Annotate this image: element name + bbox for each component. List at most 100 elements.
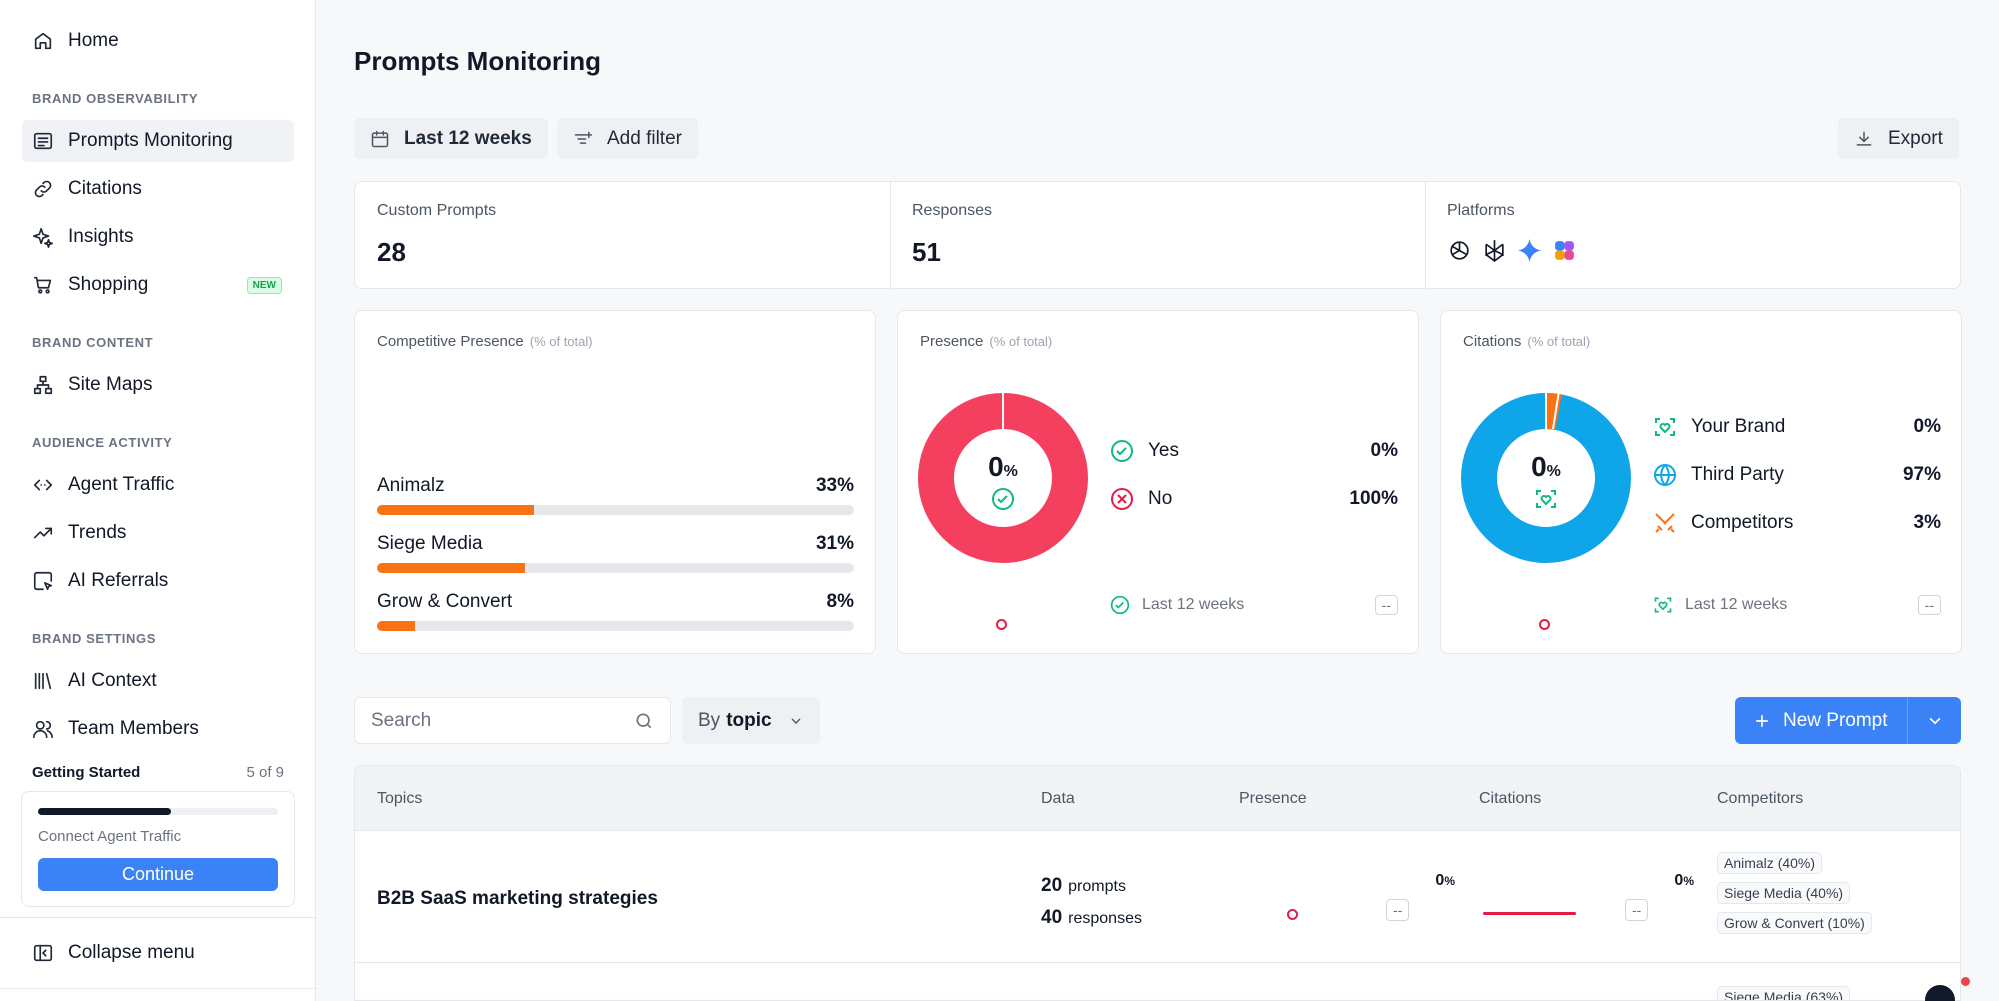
citations-donut-chart: [1461, 393, 1631, 563]
continue-button[interactable]: Continue: [38, 858, 278, 891]
date-filter-label: Last 12 weeks: [404, 127, 532, 149]
trend-dot: [996, 619, 1007, 630]
add-filter-button[interactable]: Add filter: [557, 118, 698, 159]
sidebar-item-label: Home: [68, 30, 119, 51]
legend-label: No: [1148, 488, 1173, 509]
competitor-pct: 33%: [815, 475, 854, 496]
column-header-citations[interactable]: Citations: [1479, 790, 1542, 807]
group-by-value: topic: [726, 709, 772, 731]
collapse-menu-button[interactable]: Collapse menu: [22, 932, 294, 974]
panel-subtitle: (% of total): [529, 334, 593, 349]
responses-count: 40: [1041, 907, 1063, 928]
presence-donut-chart: [918, 393, 1088, 563]
sidebar-item-trends[interactable]: Trends: [22, 512, 294, 554]
search-icon[interactable]: [634, 711, 654, 731]
column-header-presence[interactable]: Presence: [1239, 790, 1307, 807]
users-icon: [32, 718, 54, 740]
swords-icon: [1655, 513, 1675, 533]
sidebar: Home BRAND OBSERVABILITY Prompts Monitor…: [0, 0, 316, 1001]
link-icon: [32, 178, 54, 200]
panel-subtitle: (% of total): [989, 334, 1053, 349]
sidebar-item-insights[interactable]: Insights: [22, 216, 294, 258]
chevron-down-icon: [791, 718, 801, 724]
sidebar-item-agent-traffic[interactable]: Agent Traffic: [22, 464, 294, 506]
prompts-label: prompts: [1068, 878, 1126, 895]
sidebar-item-prompts-monitoring[interactable]: Prompts Monitoring: [22, 120, 294, 162]
stat-platforms: Platforms: [1425, 182, 1960, 290]
export-label: Export: [1888, 127, 1943, 149]
donut-unit: %: [1003, 463, 1018, 480]
x-circle-icon: [1111, 488, 1133, 510]
competitor-name: Grow & Convert: [377, 591, 513, 612]
platform-icons: [1447, 238, 1577, 263]
panel-title-text: Competitive Presence: [377, 333, 524, 350]
trend-dot: [1539, 619, 1550, 630]
competitor-row: Siege Media 31%: [377, 533, 854, 573]
getting-started-title: Getting Started: [32, 764, 141, 781]
help-widget-button[interactable]: [1925, 985, 1955, 1001]
openai-icon: [1447, 238, 1472, 263]
column-header-competitors[interactable]: Competitors: [1717, 790, 1804, 807]
getting-started-progress: [38, 808, 278, 815]
competitor-pct: 8%: [826, 591, 854, 612]
brand-heart-icon: [1654, 597, 1672, 613]
column-header-topics[interactable]: Topics: [377, 790, 423, 807]
sidebar-item-label: Collapse menu: [68, 942, 195, 963]
getting-started-progress-fill: [38, 808, 172, 815]
competitor-bar: [377, 505, 854, 515]
sidebar-item-citations[interactable]: Citations: [22, 168, 294, 210]
chip-name: Animalz: [1724, 855, 1774, 871]
change-value: --: [1917, 595, 1941, 615]
competitor-bar-fill: [377, 563, 525, 573]
sidebar-item-shopping[interactable]: Shopping NEW: [22, 264, 294, 306]
home-icon: [32, 30, 54, 52]
group-by-prefix: By: [698, 709, 721, 731]
shopping-cart-icon: [32, 274, 54, 296]
sidebar-item-ai-referrals[interactable]: AI Referrals: [22, 560, 294, 602]
competitor-chip: Siege Media (63%): [1717, 986, 1851, 1000]
competitor-bar: [377, 563, 854, 573]
table-row[interactable]: B2B SaaS marketing strategies 20 prompts …: [355, 832, 1960, 963]
citations-footer: Last 12 weeks --: [1653, 595, 1941, 615]
perplexity-icon: [1482, 238, 1507, 263]
panel-title-text: Presence: [920, 333, 984, 350]
sidebar-item-home[interactable]: Home: [22, 20, 294, 62]
search-input[interactable]: [371, 709, 621, 732]
column-header-data[interactable]: Data: [1041, 790, 1075, 807]
date-filter-button[interactable]: Last 12 weeks: [354, 118, 548, 159]
sidebar-collapse-icon: [32, 942, 54, 964]
presence-change: --: [1386, 899, 1410, 921]
citations-legend-third-party: Third Party 97%: [1653, 463, 1941, 487]
presence-trend-dot: [1287, 909, 1298, 920]
code-arrows-icon: [32, 474, 54, 496]
sidebar-item-site-maps[interactable]: Site Maps: [22, 364, 294, 406]
competitor-row: Grow & Convert 8%: [377, 591, 854, 631]
citations-legend-your-brand: Your Brand 0%: [1653, 415, 1941, 439]
section-label-brand-settings: BRAND SETTINGS: [32, 631, 156, 646]
panel-title-text: Citations: [1463, 333, 1522, 350]
legend-value: 0%: [1913, 416, 1941, 437]
group-by-dropdown[interactable]: By topic: [682, 697, 820, 744]
add-filter-label: Add filter: [607, 127, 682, 149]
new-prompt-menu-button[interactable]: [1908, 712, 1961, 730]
chip-pct: (10%): [1827, 915, 1865, 931]
legend-label: Third Party: [1691, 464, 1784, 485]
getting-started-card: Connect Agent Traffic Continue: [21, 791, 295, 907]
change-value: --: [1374, 595, 1398, 615]
export-button[interactable]: Export: [1838, 118, 1959, 159]
new-prompt-button[interactable]: New Prompt: [1735, 697, 1908, 744]
presence-legend-yes: Yes 0%: [1110, 439, 1398, 463]
competitor-name: Siege Media: [377, 533, 483, 554]
presence-donut: 0%: [918, 393, 1088, 563]
sidebar-item-ai-context[interactable]: AI Context: [22, 660, 294, 702]
filter-plus-icon: [574, 131, 593, 144]
divider: [0, 988, 316, 989]
sidebar-item-label: Insights: [68, 226, 134, 247]
stat-label: Platforms: [1447, 202, 1515, 219]
sidebar-item-team-members[interactable]: Team Members: [22, 708, 294, 750]
donut-value: 0: [988, 451, 1004, 482]
donut-value: 0: [1531, 451, 1547, 482]
presence-legend-no: No 100%: [1110, 487, 1398, 511]
sidebar-item-label: Prompts Monitoring: [68, 130, 233, 151]
sidebar-item-label: AI Context: [68, 670, 157, 691]
